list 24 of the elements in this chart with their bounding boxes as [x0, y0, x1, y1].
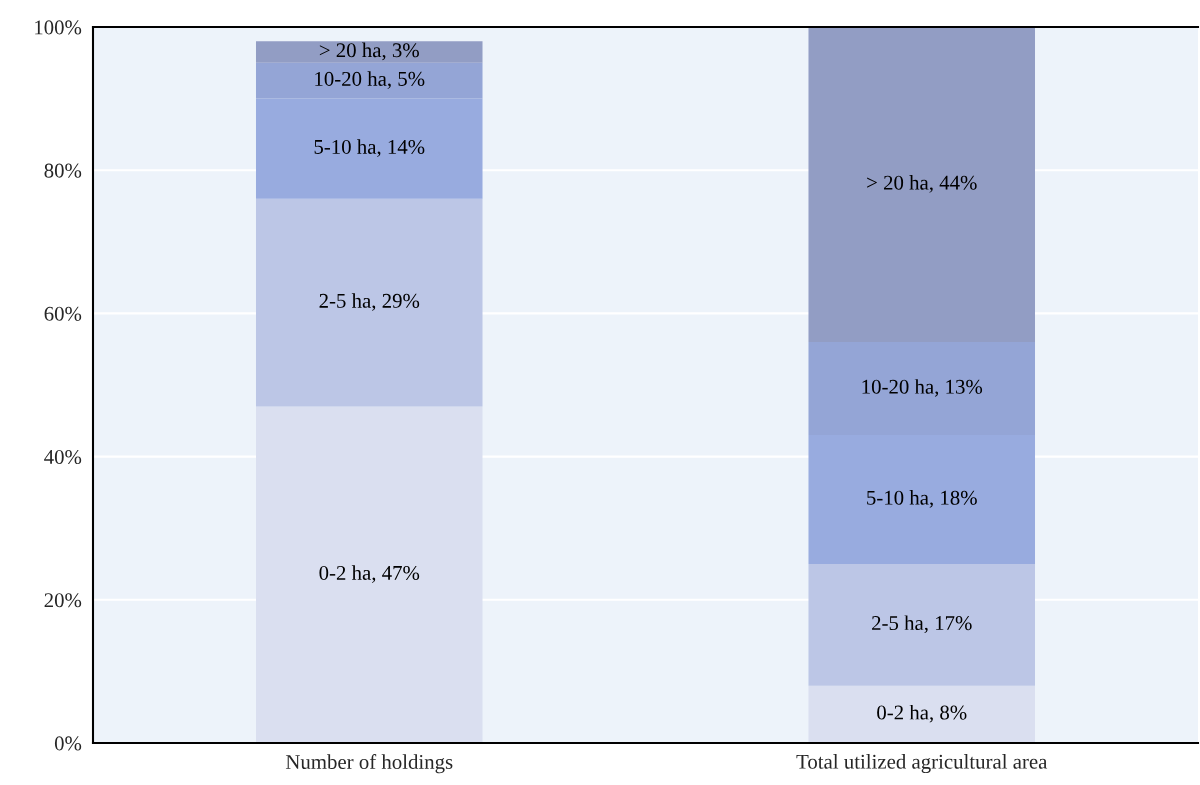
y-tick-label: 0%: [54, 736, 82, 751]
data-label: 0-2 ha, 47%: [319, 565, 420, 583]
bar: [808, 685, 1036, 743]
y-tick-label: 100%: [35, 20, 82, 35]
data-label: 10-20 ha, 13%: [862, 379, 983, 397]
y-tick-label: 40%: [44, 449, 82, 465]
data-label: 2-5 ha, 29%: [319, 293, 420, 311]
y-tick-label: 20%: [44, 593, 82, 608]
bar: [255, 198, 483, 407]
y-tick-label: 80%: [44, 163, 82, 178]
data-label: > 20 ha, 44%: [867, 175, 977, 193]
data-label: > 20 ha, 3%: [319, 42, 419, 61]
bar: [808, 564, 1036, 686]
data-label: 0-2 ha, 8%: [877, 704, 967, 723]
data-label: 5-10 ha, 14%: [314, 139, 425, 157]
x-tick-label: Number of holdings: [285, 754, 453, 774]
data-label: 10-20 ha, 5%: [315, 71, 425, 89]
y-tick-label: 60%: [44, 306, 82, 321]
x-tick-label: Total utilized agricultural area: [796, 754, 1048, 774]
data-label: 5-10 ha, 18%: [867, 490, 977, 508]
data-label: 2-5 ha, 17%: [872, 615, 972, 634]
bar: [255, 41, 483, 63]
bar: [808, 27, 1036, 343]
bar: [255, 406, 483, 743]
